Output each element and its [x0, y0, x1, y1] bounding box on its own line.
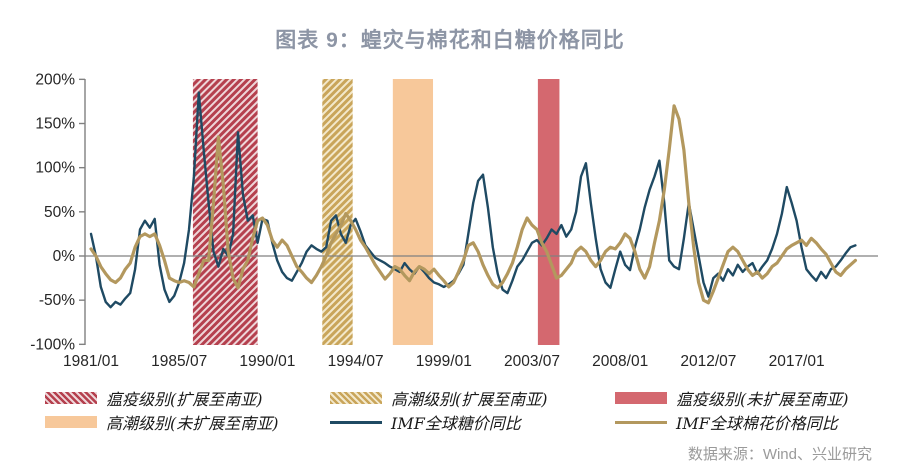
cotton-line-swatch [615, 420, 667, 424]
plague-extended-hatch-swatch [45, 392, 97, 404]
svg-text:2012/07: 2012/07 [680, 353, 736, 370]
upsurge-extended-hatch-swatch [330, 392, 382, 404]
svg-text:2003/07: 2003/07 [504, 353, 560, 370]
svg-text:1990/01: 1990/01 [239, 353, 295, 370]
legend-item-plague-not-extended: 瘟疫级别(未扩展至南亚) [615, 388, 849, 409]
svg-text:-50%: -50% [39, 292, 75, 309]
legend-item-upsurge-not-extended: 高潮级别(未扩展至南亚) [45, 412, 279, 433]
svg-text:50%: 50% [44, 204, 75, 221]
legend-item-upsurge-extended: 高潮级别(扩展至南亚) [330, 388, 548, 409]
svg-text:2017/01: 2017/01 [769, 353, 825, 370]
legend-label: 瘟疫级别(未扩展至南亚) [676, 390, 849, 409]
svg-text:100%: 100% [35, 160, 75, 177]
legend-label: 瘟疫级别(扩展至南亚) [106, 390, 263, 409]
svg-text:150%: 150% [35, 116, 75, 133]
svg-text:1981/01: 1981/01 [63, 353, 119, 370]
legend-label: IMF全球棉花价格同比 [676, 414, 838, 433]
upsurge-solid-swatch [45, 416, 97, 428]
svg-text:0%: 0% [53, 248, 76, 265]
legend-label: IMF全球糖价同比 [391, 414, 521, 433]
svg-text:1985/07: 1985/07 [151, 353, 207, 370]
chart-title: 图表 9：蝗灾与棉花和白糖价格同比 [275, 29, 625, 52]
chart-plot-area: 200% 150% 100% 50% 0% -50% -100%1981/01 1985/07… [30, 71, 878, 370]
svg-text:-100%: -100% [30, 336, 75, 353]
svg-text:1994/07: 1994/07 [328, 353, 384, 370]
legend-label: 高潮级别(扩展至南亚) [391, 390, 548, 409]
legend-item-cotton-line: IMF全球棉花价格同比 [615, 412, 838, 433]
svg-text:1999/01: 1999/01 [416, 353, 472, 370]
data-source: 数据来源：Wind、兴业研究 [687, 446, 872, 463]
legend-item-sugar-line: IMF全球糖价同比 [330, 412, 521, 433]
svg-text:2008/01: 2008/01 [592, 353, 648, 370]
legend-label: 高潮级别(未扩展至南亚) [106, 414, 279, 433]
sugar-line-swatch [330, 420, 382, 424]
legend-item-plague-extended: 瘟疫级别(扩展至南亚) [45, 388, 263, 409]
svg-text:200%: 200% [35, 71, 75, 88]
plague-solid-swatch [615, 392, 667, 404]
